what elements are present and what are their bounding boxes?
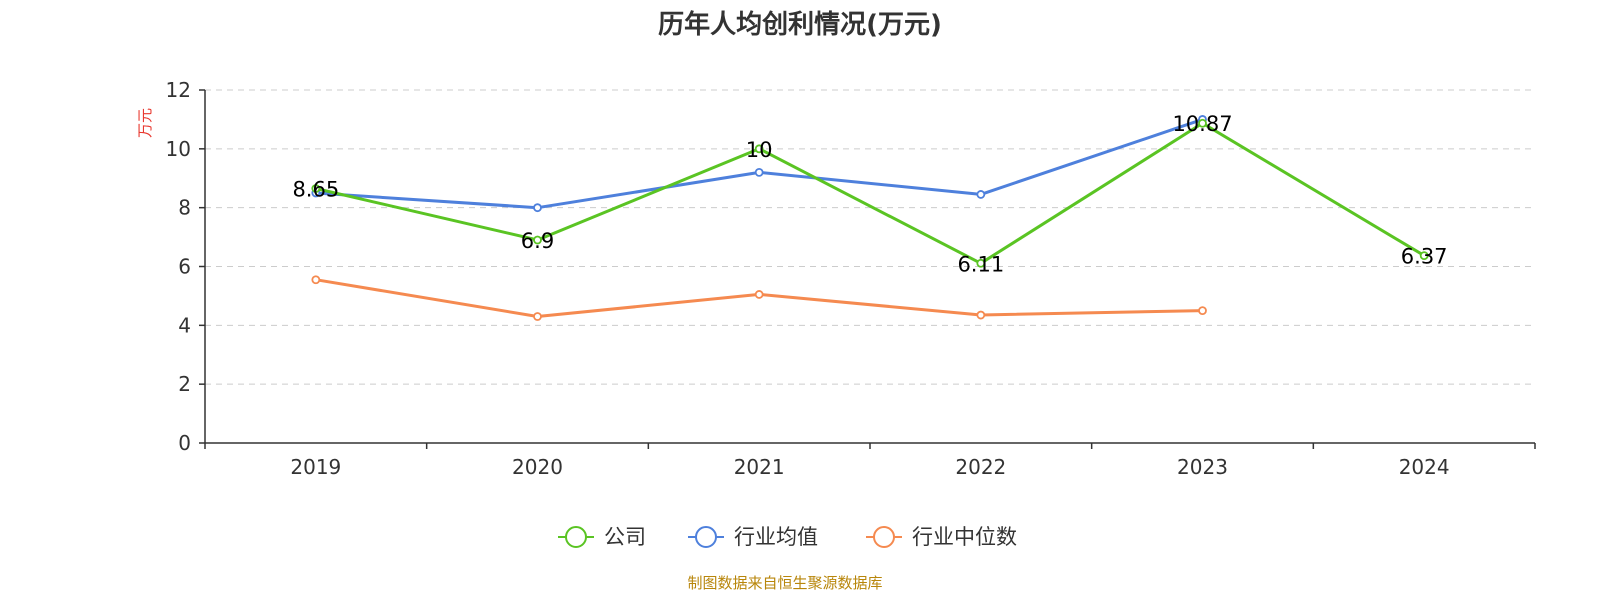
y-tick-label: 8 <box>178 196 191 220</box>
y-tick-label: 12 <box>166 78 191 102</box>
data-point <box>1419 251 1429 261</box>
data-labels: 8.65 6.9 10 6.11 10.87 6.37 <box>292 112 1447 276</box>
legend-marker <box>695 526 717 548</box>
data-label: 6.9 <box>521 229 554 253</box>
data-label: 10.87 <box>1172 112 1232 136</box>
data-point <box>311 275 321 285</box>
legend[interactable]: 公司 行业均值 行业中位数 <box>558 525 1017 549</box>
data-point <box>976 190 986 199</box>
data-point <box>311 184 321 193</box>
chart-title: 历年人均创利情况(万元) <box>658 9 942 40</box>
y-tick-label: 2 <box>178 372 191 396</box>
y-tick-label: 0 <box>178 431 191 455</box>
series-line-0 <box>315 121 1425 265</box>
data-point <box>533 203 542 213</box>
data-point <box>1198 118 1207 128</box>
x-tick-label: 2019 <box>290 455 341 479</box>
series-line-1 <box>315 117 1203 210</box>
data-label: 6.11 <box>957 252 1004 276</box>
y-tick-label: 10 <box>166 137 191 161</box>
legend-label: 公司 <box>604 525 646 549</box>
legend-item-0[interactable]: 公司 <box>558 525 646 549</box>
axes: 0 2 4 6 8 10 12 2019 2020 2021 2022 2023 2024 <box>166 78 1536 479</box>
y-tick-label: 4 <box>178 313 191 337</box>
x-tick-label: 2021 <box>734 455 785 479</box>
x-tick-label: 2023 <box>1177 455 1228 479</box>
x-tick-label: 2024 <box>1399 455 1450 479</box>
legend-marker <box>565 526 587 548</box>
data-label: 10 <box>746 138 773 162</box>
data-point <box>976 310 986 320</box>
legend-label: 行业中位数 <box>912 525 1017 549</box>
legend-item-1[interactable]: 行业均值 <box>688 525 818 549</box>
y-tick-label: 6 <box>178 255 191 279</box>
legend-item-2[interactable]: 行业中位数 <box>866 525 1017 549</box>
data-point <box>754 290 764 299</box>
data-point <box>754 144 764 154</box>
series-layer <box>311 115 1429 321</box>
x-tick-label: 2022 <box>955 455 1006 479</box>
y-axis-label: 万元 <box>136 108 154 138</box>
data-label: 8.65 <box>292 178 339 202</box>
data-point <box>754 167 764 177</box>
data-point <box>1198 306 1207 316</box>
data-point <box>533 235 542 245</box>
grid-lines <box>205 89 1535 385</box>
data-label: 6.37 <box>1401 245 1448 269</box>
data-point <box>976 258 986 268</box>
x-tick-label: 2020 <box>512 455 563 479</box>
legend-marker <box>873 526 895 548</box>
data-point <box>533 312 542 321</box>
legend-label: 行业均值 <box>734 525 818 549</box>
data-source-footer: 制图数据来自恒生聚源数据库 <box>687 574 882 592</box>
